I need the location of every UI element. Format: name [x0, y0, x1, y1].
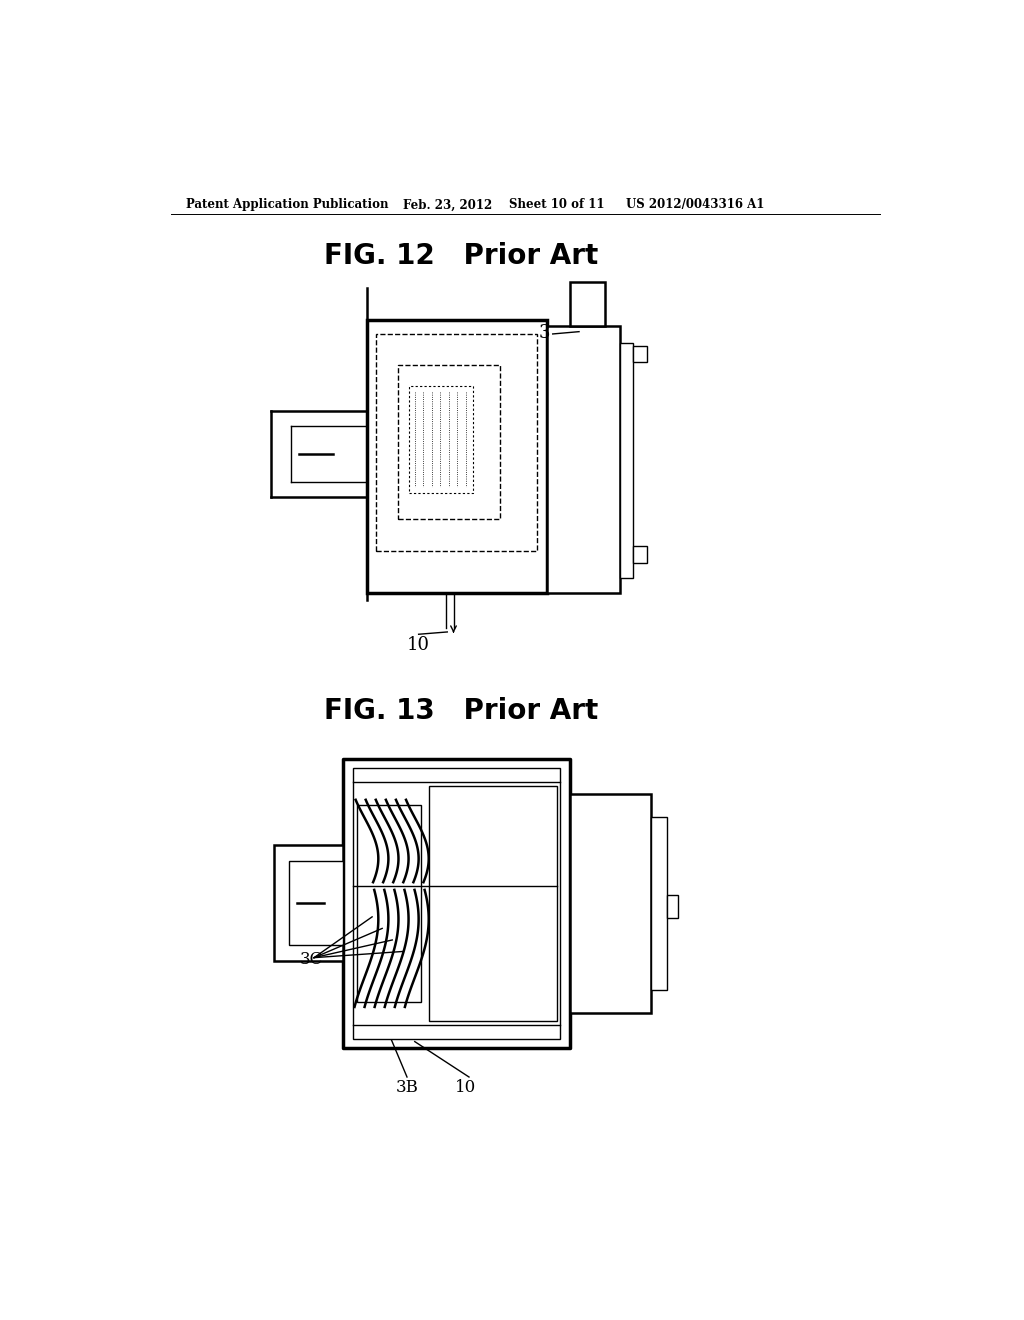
- Bar: [289, 861, 343, 945]
- Text: Sheet 10 of 11: Sheet 10 of 11: [509, 198, 605, 211]
- Bar: [569, 793, 651, 1014]
- Bar: [667, 895, 678, 919]
- Bar: [651, 817, 667, 990]
- Text: 3C: 3C: [300, 952, 324, 969]
- Bar: [633, 545, 647, 562]
- Text: 3: 3: [539, 323, 550, 342]
- Bar: [273, 845, 343, 961]
- Bar: [409, 385, 473, 494]
- Bar: [547, 326, 621, 594]
- Text: FIG. 13   Prior Art: FIG. 13 Prior Art: [325, 697, 598, 726]
- Bar: [356, 805, 421, 1002]
- Bar: [621, 343, 633, 578]
- Bar: [352, 768, 560, 1039]
- Bar: [367, 321, 547, 594]
- Bar: [376, 334, 538, 552]
- Bar: [397, 364, 500, 519]
- Bar: [633, 346, 647, 363]
- Bar: [429, 785, 557, 1020]
- Text: US 2012/0043316 A1: US 2012/0043316 A1: [627, 198, 765, 211]
- Text: Patent Application Publication: Patent Application Publication: [186, 198, 389, 211]
- Bar: [343, 759, 569, 1048]
- Bar: [569, 281, 604, 326]
- Text: FIG. 12   Prior Art: FIG. 12 Prior Art: [325, 242, 598, 269]
- Text: 10: 10: [407, 636, 430, 653]
- Text: Feb. 23, 2012: Feb. 23, 2012: [403, 198, 493, 211]
- Text: 3B: 3B: [395, 1078, 419, 1096]
- Text: 10: 10: [455, 1078, 476, 1096]
